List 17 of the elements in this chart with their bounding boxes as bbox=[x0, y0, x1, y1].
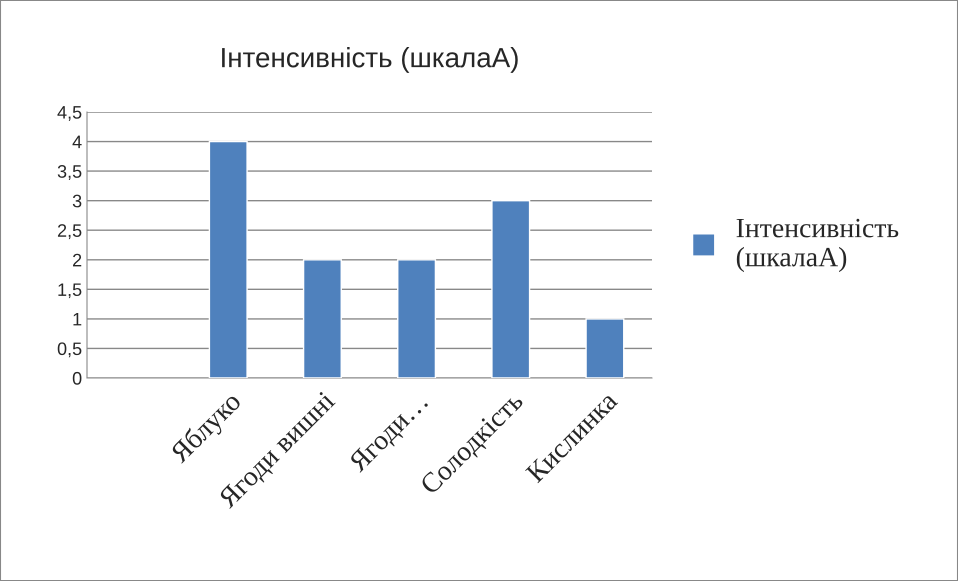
y-tick-label: 2,5 bbox=[58, 224, 82, 240]
bar bbox=[585, 318, 624, 378]
y-tick-label: 4,5 bbox=[57, 106, 82, 121]
y-tick-label: 3 bbox=[72, 194, 82, 208]
y-tick-label: 2 bbox=[73, 254, 82, 266]
legend-label: Інтенсивність (шкалаA) bbox=[736, 218, 898, 272]
y-tick-label: 0,5 bbox=[58, 342, 82, 358]
bar bbox=[397, 259, 436, 378]
bar bbox=[491, 200, 530, 378]
chart-title: Інтенсивність (шкалаA) bbox=[222, 47, 518, 73]
bar bbox=[302, 259, 342, 378]
y-tick-label: 4 bbox=[72, 136, 82, 148]
y-tick-label: 1,5 bbox=[58, 283, 82, 298]
bar bbox=[208, 140, 248, 378]
y-tick-label: 1 bbox=[73, 313, 82, 326]
y-tick-label: 0 bbox=[72, 372, 82, 385]
y-tick-label: 3,5 bbox=[58, 165, 82, 180]
